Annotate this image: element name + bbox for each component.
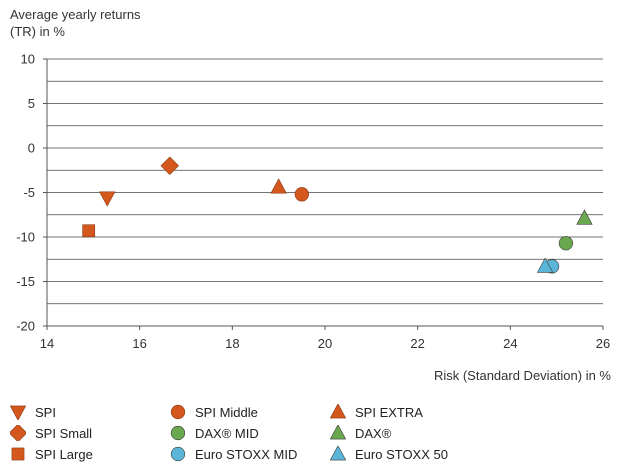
legend-item: SPI Middle [170, 402, 258, 422]
legend-marker [170, 446, 186, 462]
legend-marker-icon [330, 425, 346, 440]
y-tick-label: -15 [16, 274, 35, 289]
axes [43, 58, 604, 330]
legend-marker-icon [11, 447, 25, 461]
legend-label: SPI Large [35, 446, 93, 462]
x-axis-title: Risk (Standard Deviation) in % [433, 368, 611, 383]
y-tick-label: 10 [21, 52, 35, 67]
y-axis-title: Average yearly returns (TR) in % [10, 6, 210, 40]
y-tick-label: -5 [23, 185, 35, 200]
legend-marker-icon [170, 446, 186, 462]
y-tick-label: 0 [28, 141, 35, 156]
legend-marker-icon [330, 404, 346, 419]
legend-marker [330, 404, 346, 419]
legend-marker-icon [170, 425, 186, 441]
y-axis-title-line2: (TR) in % [10, 24, 65, 39]
legend-item: DAX® [330, 423, 391, 443]
legend-marker-icon [10, 405, 26, 420]
legend-marker [10, 405, 26, 420]
x-tick-label: 18 [225, 336, 239, 351]
legend-item: Euro STOXX 50 [330, 444, 448, 464]
x-tick-label: 16 [132, 336, 146, 351]
legend: SPI SPI Small SPI Large SPI Middle DAX® MID E… [10, 402, 610, 466]
legend-label: Euro STOXX 50 [355, 446, 448, 462]
grid-lines [47, 58, 603, 327]
legend-marker [170, 404, 186, 420]
y-tick-labels: 10 5 0 -5 -10 -15 -20 [16, 52, 35, 334]
legend-marker-icon [10, 425, 26, 441]
y-axis-title-line1: Average yearly returns [10, 7, 141, 22]
legend-label: Euro STOXX MID [195, 446, 298, 462]
legend-marker-icon [170, 404, 186, 420]
legend-item: Euro STOXX MID [170, 444, 297, 464]
data-point [270, 178, 287, 194]
x-tick-label: 26 [596, 336, 610, 351]
legend-item: DAX® MID [170, 423, 259, 443]
legend-marker [10, 425, 26, 441]
x-tick-label: 24 [503, 336, 517, 351]
y-tick-label: -20 [16, 319, 35, 334]
legend-label: SPI Middle [195, 404, 258, 420]
legend-label: DAX® MID [195, 425, 259, 441]
legend-item: SPI Small [10, 423, 92, 443]
legend-marker [330, 425, 346, 440]
data-point [294, 187, 309, 202]
legend-marker [170, 425, 186, 441]
data-point [576, 209, 593, 225]
legend-marker [330, 446, 346, 461]
legend-label: SPI EXTRA [355, 404, 423, 420]
legend-label: SPI [35, 404, 56, 420]
y-tick-label: 5 [28, 96, 35, 111]
x-tick-labels: 14 16 18 20 22 24 26 [40, 336, 610, 351]
x-tick-label: 20 [318, 336, 332, 351]
x-tick-label: 22 [410, 336, 424, 351]
legend-marker [11, 447, 25, 461]
legend-marker-icon [330, 446, 346, 461]
data-point [99, 191, 116, 207]
x-tick-label: 14 [40, 336, 54, 351]
legend-item: SPI EXTRA [330, 402, 423, 422]
data-point [160, 156, 180, 176]
legend-label: DAX® [355, 425, 392, 441]
data-point [82, 224, 96, 238]
data-points [82, 156, 593, 274]
legend-label: SPI Small [35, 425, 93, 441]
legend-item: SPI [10, 402, 56, 422]
legend-item: SPI Large [10, 444, 93, 464]
y-tick-label: -10 [16, 230, 35, 245]
data-point [558, 236, 574, 251]
data-point [536, 257, 554, 273]
